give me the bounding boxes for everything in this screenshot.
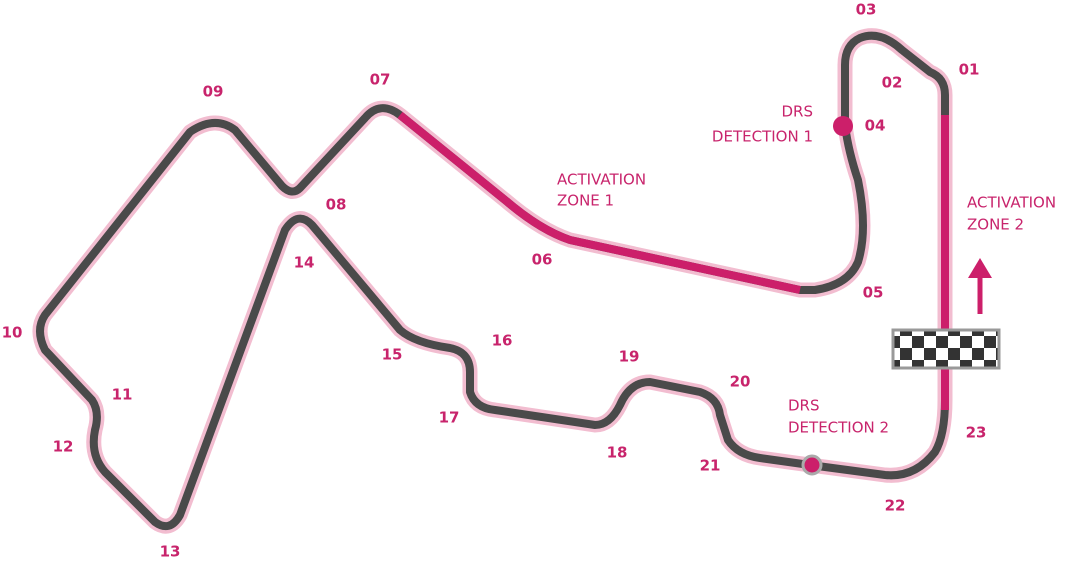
activation-zone-2-subtitle: ZONE 2 [967, 216, 1024, 234]
drs-detection-2-title: DRS [788, 397, 820, 415]
turn-label: 15 [382, 346, 403, 364]
turn-label: 08 [326, 196, 347, 214]
turn-label: 09 [203, 83, 224, 101]
turn-label: 19 [619, 348, 640, 366]
turn-label: 06 [532, 251, 553, 269]
turn-label: 16 [492, 332, 513, 350]
drs-detection-2-point [801, 454, 823, 476]
turn-label: 04 [865, 117, 886, 135]
turn-label: 22 [885, 497, 906, 515]
turn-label: 12 [53, 438, 74, 456]
turn-label: 18 [607, 444, 628, 462]
turn-label: 14 [294, 254, 315, 272]
turn-label: 02 [882, 74, 903, 92]
drs-detection-1-subtitle: DETECTION 1 [712, 128, 813, 146]
turn-label: 17 [439, 409, 460, 427]
activation-zone-1-title: ACTIVATION [557, 171, 646, 189]
turn-label: 05 [863, 284, 884, 302]
turn-label: 23 [966, 424, 987, 442]
turn-label: 13 [160, 543, 181, 561]
track [36, 31, 949, 531]
turn-label: 20 [730, 373, 751, 391]
turn-label: 11 [112, 386, 133, 404]
activation-zone-1-subtitle: ZONE 1 [557, 192, 614, 210]
turn-label: 07 [370, 71, 391, 89]
drs-detection-1-point [833, 116, 853, 136]
direction-arrow [968, 258, 992, 314]
activation-zone-2-title: ACTIVATION [967, 194, 1056, 212]
turn-label: 10 [2, 324, 23, 342]
finish-line-flag [891, 328, 1001, 370]
activation-zone-1-segment [397, 111, 801, 294]
turn-label: 21 [700, 457, 721, 475]
turn-label: 01 [959, 61, 980, 79]
drs-detection-1-title: DRS [782, 103, 814, 121]
turn-label: 03 [856, 1, 877, 19]
drs-detection-2-subtitle: DETECTION 2 [788, 419, 889, 437]
